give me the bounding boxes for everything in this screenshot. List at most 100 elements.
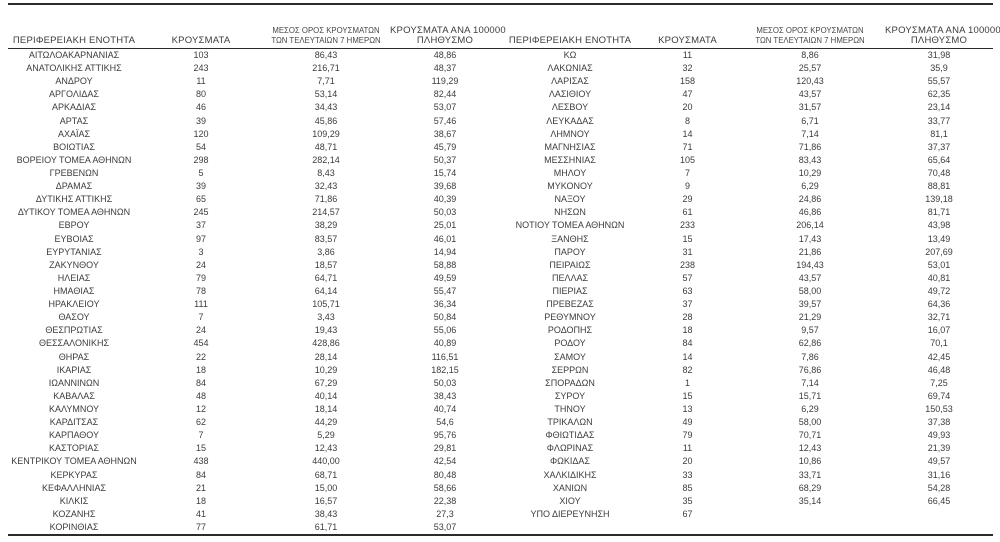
left-rows: ΑΙΤΩΛΟΑΚΑΡΝΑΝΙΑΣ 103 86,43 48,86 ΑΝΑΤΟΛΙΚΗΣ … bbox=[8, 49, 500, 534]
per100k-cell: 80,48 bbox=[433, 469, 457, 480]
per100k-cell: 38,67 bbox=[433, 128, 457, 139]
region-cell: ΜΥΚΟΝΟΥ bbox=[547, 181, 593, 192]
per100k-cell: 53,01 bbox=[927, 259, 951, 270]
cases-cell: 78 bbox=[195, 286, 206, 297]
table-row: ΞΑΝΘΗΣ 15 17,43 13,49 bbox=[500, 233, 993, 246]
avg7-cell: 70,71 bbox=[798, 430, 822, 441]
cases-cell: 7 bbox=[198, 430, 204, 441]
region-cell: ΕΥΡΥΤΑΝΙΑΣ bbox=[46, 246, 102, 257]
avg7-cell: 3,43 bbox=[317, 312, 335, 323]
region-cell: ΜΕΣΣΗΝΙΑΣ bbox=[544, 154, 596, 165]
table-row: ΚΑΡΔΙΤΣΑΣ 62 44,29 54,6 bbox=[8, 416, 500, 429]
region-cell: ΧΑΝΙΩΝ bbox=[552, 482, 588, 493]
cases-cell: 79 bbox=[195, 272, 206, 283]
table-row: ΙΚΑΡΙΑΣ 18 10,29 182,15 bbox=[8, 364, 500, 377]
region-cell: ΝΟΤΙΟΥ ΤΟΜΕΑ ΑΘΗΝΩΝ bbox=[515, 220, 625, 231]
avg7-cell: 33,71 bbox=[798, 469, 822, 480]
region-cell: ΑΙΤΩΛΟΑΚΑΡΝΑΝΙΑΣ bbox=[28, 50, 120, 61]
cases-cell: 438 bbox=[193, 456, 209, 467]
region-cell: ΣΥΡΟΥ bbox=[554, 390, 586, 401]
header-per100k-left: ΚΡΟΥΣΜΑΤΑ ΑΝΑ 100000 ΠΛΗΘΥΣΜΟ bbox=[390, 26, 506, 48]
cases-cell: 84 bbox=[195, 469, 206, 480]
avg7-cell: 28,14 bbox=[314, 351, 338, 362]
per100k-cell: 37,38 bbox=[927, 417, 951, 428]
table-row: ΥΠΟ ΔΙΕΡΕΥΝΗΣΗ 67 bbox=[500, 508, 993, 521]
per100k-cell: 40,89 bbox=[433, 338, 457, 349]
avg7-cell: 61,71 bbox=[314, 521, 338, 532]
table-row: ΧΑΝΙΩΝ 85 68,29 54,28 bbox=[500, 482, 993, 495]
per100k-cell: 70,1 bbox=[930, 338, 948, 349]
per100k-cell: 45,79 bbox=[433, 141, 457, 152]
region-cell: ΜΑΓΝΗΣΙΑΣ bbox=[544, 141, 596, 152]
per100k-cell: 81,71 bbox=[927, 207, 951, 218]
per100k-cell: 58,66 bbox=[433, 482, 457, 493]
table-row: ΔΥΤΙΚΟΥ ΤΟΜΕΑ ΑΘΗΝΩΝ 245 214,57 50,03 bbox=[8, 206, 500, 219]
avg7-cell: 6,71 bbox=[801, 115, 819, 126]
avg7-cell: 31,57 bbox=[798, 102, 822, 113]
avg7-cell: 10,86 bbox=[798, 456, 822, 467]
cases-cell: 37 bbox=[682, 299, 693, 310]
table-row: ΙΩΑΝΝΙΝΩΝ 84 67,29 50,03 bbox=[8, 377, 500, 390]
table-row: ΑΙΤΩΛΟΑΚΑΡΝΑΝΙΑΣ 103 86,43 48,86 bbox=[8, 49, 500, 62]
avg7-cell: 6,29 bbox=[801, 181, 819, 192]
region-cell: ΚΕΝΤΡΙΚΟΥ ΤΟΜΕΑ ΑΘΗΝΩΝ bbox=[11, 456, 137, 467]
cases-cell: 103 bbox=[193, 50, 209, 61]
cases-cell: 77 bbox=[195, 521, 206, 532]
per100k-cell: 70,48 bbox=[927, 168, 951, 179]
avg7-cell: 3,86 bbox=[317, 246, 335, 257]
cases-cell: 13 bbox=[682, 404, 693, 414]
header-avg7-line1: ΜΕΣΟΣ ΟΡΟΣ ΚΡΟΥΣΜΑΤΩΝ bbox=[756, 26, 864, 35]
cases-cell: 20 bbox=[682, 102, 693, 113]
cases-cell: 243 bbox=[193, 63, 209, 74]
cases-cell: 11 bbox=[682, 50, 693, 61]
cases-cell: 67 bbox=[682, 508, 693, 519]
cases-cell: 39 bbox=[195, 115, 206, 126]
per100k-cell: 54,28 bbox=[927, 482, 951, 493]
avg7-cell: 206,14 bbox=[796, 220, 824, 231]
per100k-cell: 31,16 bbox=[927, 469, 951, 480]
table-row: ΣΕΡΡΩΝ 82 76,86 46,48 bbox=[500, 364, 993, 377]
region-cell: ΝΑΞΟΥ bbox=[554, 194, 586, 205]
region-cell: ΠΕΙΡΑΙΩΣ bbox=[549, 259, 591, 270]
cases-cell: 32 bbox=[682, 63, 693, 74]
cases-cell: 22 bbox=[195, 351, 206, 362]
region-cell: ΛΑΡΙΣΑΣ bbox=[551, 76, 589, 87]
cases-cell: 238 bbox=[679, 259, 696, 270]
region-cell: ΚΑΡΔΙΤΣΑΣ bbox=[49, 417, 99, 428]
region-cell: ΚΑΒΑΛΑΣ bbox=[53, 390, 95, 401]
avg7-cell: 45,86 bbox=[314, 115, 338, 126]
cases-cell: 18 bbox=[682, 325, 693, 336]
avg7-cell: 48,71 bbox=[314, 141, 338, 152]
cases-cell: 84 bbox=[195, 377, 206, 388]
avg7-cell: 58,00 bbox=[798, 417, 822, 428]
cases-cell: 15 bbox=[195, 443, 206, 454]
table-row: ΣΠΟΡΑΔΩΝ 1 7,14 7,25 bbox=[500, 377, 993, 390]
cases-cell: 3 bbox=[198, 246, 204, 257]
avg7-cell: 282,14 bbox=[312, 154, 340, 165]
table-row: ΦΘΙΩΤΙΔΑΣ 79 70,71 49,93 bbox=[500, 429, 993, 442]
table-row: ΚΑΣΤΟΡΙΑΣ 15 12,43 29,81 bbox=[8, 442, 500, 455]
per100k-cell: 25,01 bbox=[433, 220, 457, 231]
per100k-cell: 55,47 bbox=[433, 286, 457, 297]
region-cell: ΑΝΔΡΟΥ bbox=[55, 76, 93, 87]
region-cell: ΦΘΙΩΤΙΔΑΣ bbox=[545, 430, 595, 441]
table-row: ΑΡΤΑΣ 39 45,86 57,46 bbox=[8, 115, 500, 128]
table-row: ΖΑΚΥΝΘΟΥ 24 18,57 58,88 bbox=[8, 259, 500, 272]
header-avg7-left: ΜΕΣΟΣ ΟΡΟΣ ΚΡΟΥΣΜΑΤΩΝ ΤΩΝ ΤΕΛΕΥΤΑΙΩΝ 7 Η… bbox=[262, 26, 390, 48]
per100k-cell: 16,07 bbox=[927, 325, 951, 336]
cases-cell: 12 bbox=[195, 404, 206, 414]
cases-cell: 80 bbox=[195, 89, 206, 100]
avg7-cell: 40,14 bbox=[314, 390, 338, 401]
avg7-cell: 76,86 bbox=[798, 364, 822, 375]
table-row: ΚΕΝΤΡΙΚΟΥ ΤΟΜΕΑ ΑΘΗΝΩΝ 438 440,00 42,54 bbox=[8, 455, 500, 468]
cases-cell: 15 bbox=[682, 233, 693, 244]
per100k-cell: 22,38 bbox=[433, 495, 457, 506]
avg7-cell: 62,86 bbox=[798, 338, 822, 349]
table-row: ΘΑΣΟΥ 7 3,43 50,84 bbox=[8, 311, 500, 324]
per100k-cell: 31,98 bbox=[927, 50, 951, 61]
avg7-cell: 64,71 bbox=[314, 272, 338, 283]
avg7-cell: 105,71 bbox=[312, 299, 340, 310]
table-row: ΔΡΑΜΑΣ 39 32,43 39,68 bbox=[8, 180, 500, 193]
region-cell: ΝΗΣΩΝ bbox=[554, 207, 586, 218]
avg7-cell: 10,29 bbox=[314, 364, 338, 375]
